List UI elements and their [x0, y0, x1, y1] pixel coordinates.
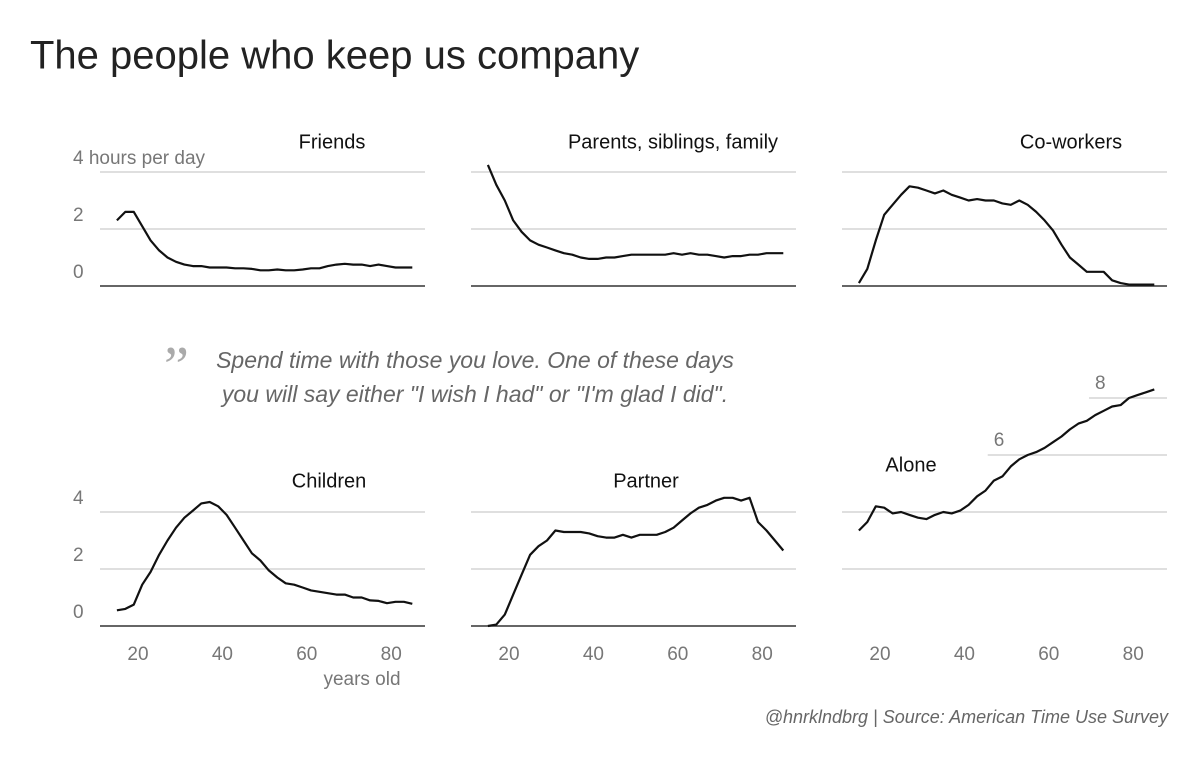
- x-axis-label: years old: [323, 669, 400, 690]
- page-title: The people who keep us company: [30, 34, 639, 78]
- panel-title: Alone: [885, 454, 936, 476]
- y-tick-label: 4 hours per day: [73, 148, 206, 169]
- x-tick-label: 40: [954, 644, 975, 665]
- data-line: [116, 210, 413, 272]
- panel-title: Children: [292, 470, 366, 492]
- data-line: [486, 164, 784, 260]
- y-tick-label: 2: [73, 205, 84, 226]
- x-tick-label: 20: [498, 644, 519, 665]
- y-tick-label: 6: [994, 430, 1005, 451]
- y-tick-label: 0: [73, 602, 84, 623]
- quote-line: Spend time with those you love. One of t…: [216, 347, 734, 373]
- y-tick-label: 0: [73, 262, 84, 283]
- x-tick-label: 80: [752, 644, 773, 665]
- data-line: [857, 185, 1155, 286]
- x-tick-label: 80: [381, 644, 402, 665]
- x-tick-label: 60: [296, 644, 317, 665]
- data-line: [858, 388, 1155, 532]
- y-tick-label: 4: [73, 488, 84, 509]
- data-line: [116, 500, 413, 612]
- source: @hnrklndbrg | Source: American Time Use …: [765, 707, 1169, 727]
- x-tick-label: 60: [667, 644, 688, 665]
- quote-line: you will say either "I wish I had" or "I…: [220, 381, 728, 407]
- panel-title: Friends: [299, 131, 366, 153]
- quote-mark: ”: [164, 336, 189, 398]
- x-tick-label: 80: [1123, 644, 1144, 665]
- data-line: [487, 496, 785, 628]
- y-tick-label: 2: [73, 545, 84, 566]
- panel-title: Partner: [613, 470, 679, 492]
- panel-title: Parents, siblings, family: [568, 131, 778, 153]
- x-tick-label: 40: [583, 644, 604, 665]
- x-tick-label: 20: [869, 644, 890, 665]
- panel-title: Co-workers: [1020, 131, 1122, 153]
- x-tick-label: 20: [127, 644, 148, 665]
- x-tick-label: 60: [1038, 644, 1059, 665]
- y-tick-label: 8: [1095, 373, 1106, 394]
- x-tick-label: 40: [212, 644, 233, 665]
